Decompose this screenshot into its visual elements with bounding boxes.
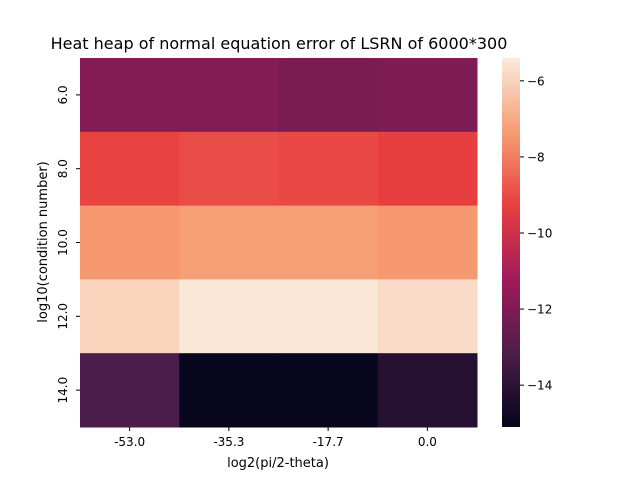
colorbar-tick-label: −8 (527, 150, 545, 164)
heatmap-cell (179, 205, 279, 280)
heatmap-cell (377, 131, 478, 207)
colorbar (502, 58, 520, 427)
heatmap-cell (179, 353, 279, 428)
y-tick-label: 12.0 (56, 303, 70, 330)
heatmap-cell (278, 205, 379, 280)
x-tick-label: -35.3 (213, 435, 244, 449)
heatmap-cell (80, 353, 180, 428)
heatmap-cell (377, 353, 478, 428)
heatmap-cell (377, 58, 478, 133)
y-tick-label: 14.0 (56, 377, 70, 404)
colorbar-tick-label: −14 (527, 379, 552, 393)
heatmap-cell (179, 58, 279, 133)
colorbar-ticks: −14 −12 −10 −8 −6 (520, 74, 552, 393)
heatmap-cell (80, 58, 180, 133)
x-tick-label: 0.0 (418, 435, 437, 449)
colorbar-tick-label: −6 (527, 74, 545, 88)
chart-title: Heat heap of normal equation error of LS… (51, 34, 508, 53)
x-tick-label: -17.7 (313, 435, 344, 449)
heatmap-cell (179, 279, 279, 354)
heatmap-cell (278, 131, 379, 207)
heatmap-cells (80, 58, 478, 428)
heatmap-cell (278, 353, 379, 428)
heatmap-cell (80, 131, 180, 207)
heatmap-cell (377, 279, 478, 354)
x-tick-label: -53.0 (114, 435, 145, 449)
colorbar-tick-label: −10 (527, 226, 552, 240)
heatmap-cell (377, 205, 478, 280)
heatmap-cell (278, 279, 379, 354)
y-tick-label: 8.0 (56, 159, 70, 178)
y-axis-ticks: 6.0 8.0 10.0 12.0 14.0 (56, 85, 80, 403)
heatmap-cell (80, 205, 180, 280)
y-tick-label: 6.0 (56, 85, 70, 104)
heatmap-cell (278, 58, 379, 133)
x-axis-label: log2(pi/2-theta) (227, 456, 329, 471)
y-tick-label: 10.0 (56, 229, 70, 256)
x-axis-ticks: -53.0 -35.3 -17.7 0.0 (114, 427, 437, 449)
heatmap-cell (80, 279, 180, 354)
y-axis-label: log10(condition number) (36, 161, 51, 322)
heatmap-cell (179, 131, 279, 207)
colorbar-tick-label: −12 (527, 303, 552, 317)
